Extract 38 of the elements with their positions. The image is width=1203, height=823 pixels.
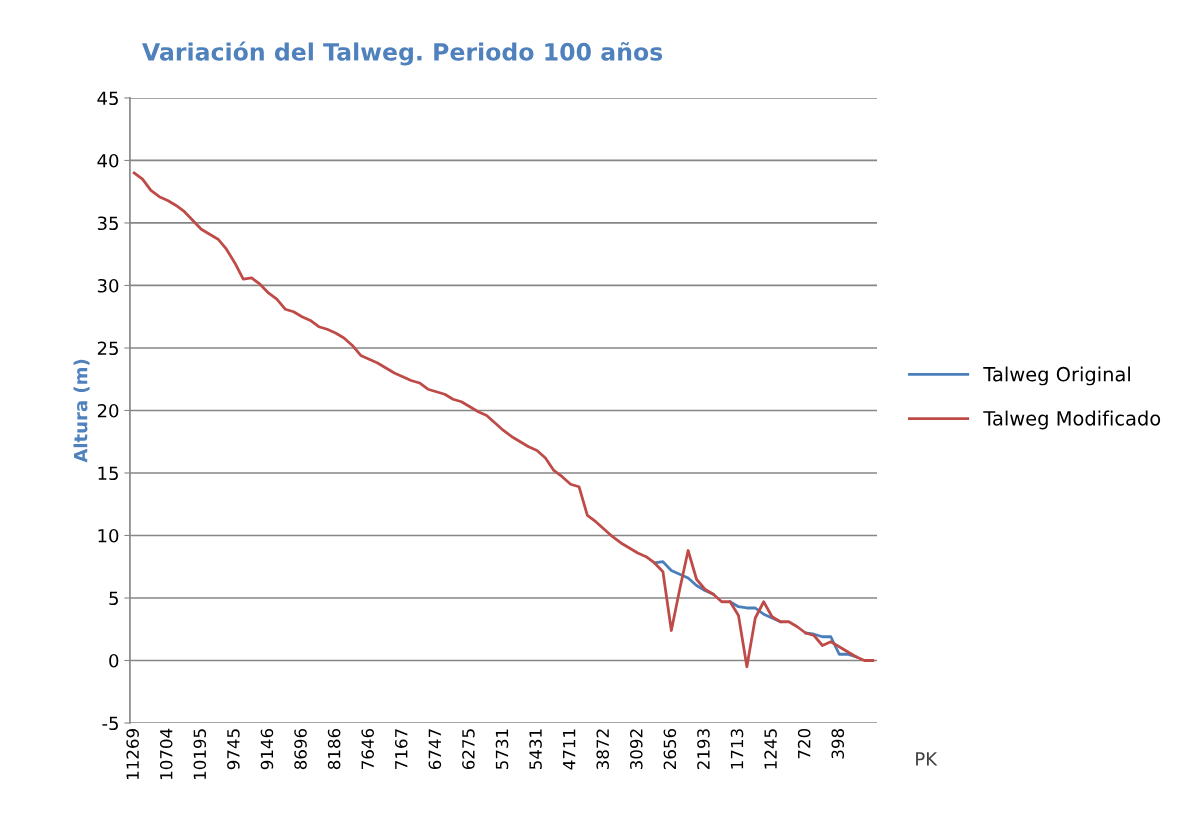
y-tick-label: 10 bbox=[98, 528, 119, 543]
x-tick-label: 1245 bbox=[764, 729, 777, 769]
y-tick-label: 35 bbox=[97, 216, 118, 231]
x-tick-label: 3872 bbox=[596, 729, 610, 770]
x-tick-label: 6275 bbox=[462, 729, 475, 770]
y-tick-label: 25 bbox=[97, 341, 118, 356]
y-tick-label: 20 bbox=[97, 403, 119, 418]
legend-label: Talweg Original bbox=[983, 366, 1130, 386]
x-tick-label: 8696 bbox=[294, 728, 307, 770]
x-tick-label: 11269 bbox=[126, 729, 139, 780]
y-tick-label: 0 bbox=[109, 653, 119, 668]
x-tick-label: 398 bbox=[831, 729, 845, 759]
y-axis-title: Altura (m) bbox=[73, 359, 90, 463]
x-tick-label: 5431 bbox=[529, 729, 542, 769]
x-tick-label: 7646 bbox=[361, 728, 374, 769]
x-tick-label: 9146 bbox=[260, 728, 274, 770]
x-tick-label: 5731 bbox=[495, 729, 509, 769]
x-tick-label: 10195 bbox=[193, 729, 207, 780]
y-tick-label: 30 bbox=[97, 278, 119, 293]
x-tick-label: 9745 bbox=[227, 729, 240, 770]
y-tick-label: 5 bbox=[109, 591, 118, 606]
x-tick-label: 7167 bbox=[394, 729, 408, 769]
x-tick-label: 2193 bbox=[697, 729, 710, 770]
y-tick-label: -5 bbox=[102, 716, 118, 731]
x-tick-label: 6747 bbox=[428, 729, 442, 770]
chart-title: Variación del Talweg. Periodo 100 años bbox=[142, 41, 663, 66]
x-axis-title: PK bbox=[916, 752, 938, 766]
x-tick-label: 720 bbox=[797, 728, 811, 759]
y-tick-label: 15 bbox=[98, 466, 118, 481]
y-tick-label: 40 bbox=[97, 153, 119, 168]
x-tick-label: 1713 bbox=[730, 729, 744, 769]
x-tick-label: 3092 bbox=[629, 729, 643, 770]
x-tick-label: 10704 bbox=[159, 728, 173, 780]
y-tick-label: 45 bbox=[97, 91, 118, 106]
x-tick-label: 2656 bbox=[663, 728, 677, 770]
legend-label: Talweg Modificado bbox=[983, 410, 1161, 430]
x-tick-label: 4711 bbox=[563, 729, 576, 770]
x-tick-label: 8186 bbox=[327, 728, 341, 770]
